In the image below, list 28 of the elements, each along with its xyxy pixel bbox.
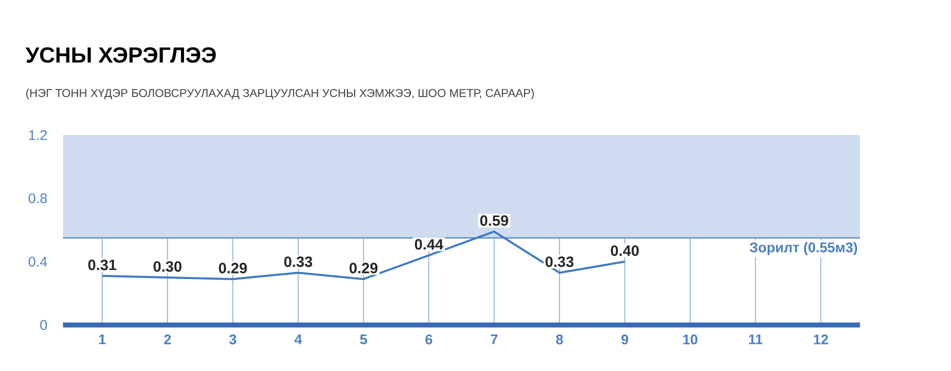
chart-subtitle: (НЭГ ТОНН ХҮДЭР БОЛОВСРУУЛАХАД ЗАРЦУУЛСАН УСНЫ ХЭМЖЭЭ, ШОО МЕТР, САРААР) bbox=[26, 88, 534, 100]
x-tick-label: 3 bbox=[229, 334, 236, 344]
data-label: 0.44 bbox=[414, 239, 444, 250]
data-label: 0.33 bbox=[546, 256, 574, 268]
y-tick-label: 1.2 bbox=[29, 130, 47, 140]
data-label: 0.29 bbox=[218, 262, 247, 274]
data-label: 0.33 bbox=[284, 256, 312, 268]
x-tick-label: 11 bbox=[748, 334, 762, 344]
x-tick-label: 7 bbox=[490, 334, 498, 344]
y-tick-label: 0.8 bbox=[28, 193, 47, 204]
x-tick-label: 2 bbox=[164, 334, 171, 344]
x-tick-label: 5 bbox=[360, 334, 368, 344]
chart-title: УСНЫ ХЭРЭГЛЭЭ bbox=[26, 47, 216, 63]
x-tick-label: 12 bbox=[814, 334, 828, 344]
x-tick-label: 8 bbox=[556, 334, 563, 344]
data-label: 0.30 bbox=[154, 261, 182, 272]
data-label: 0.59 bbox=[480, 215, 508, 226]
data-label: 0.40 bbox=[610, 245, 639, 256]
data-label: 0.31 bbox=[88, 260, 116, 270]
x-tick-label: 10 bbox=[683, 334, 698, 344]
x-tick-label: 1 bbox=[99, 334, 106, 344]
data-label: 0.29 bbox=[350, 262, 378, 274]
x-tick-label: 9 bbox=[621, 334, 628, 344]
ref-line-label: Зорилт (0.55м3) bbox=[750, 242, 858, 256]
y-tick-label: 0 bbox=[40, 320, 47, 330]
x-tick-label: 4 bbox=[294, 334, 302, 344]
x-tick-label: 6 bbox=[425, 334, 432, 344]
y-tick-label: 0.4 bbox=[28, 256, 48, 267]
